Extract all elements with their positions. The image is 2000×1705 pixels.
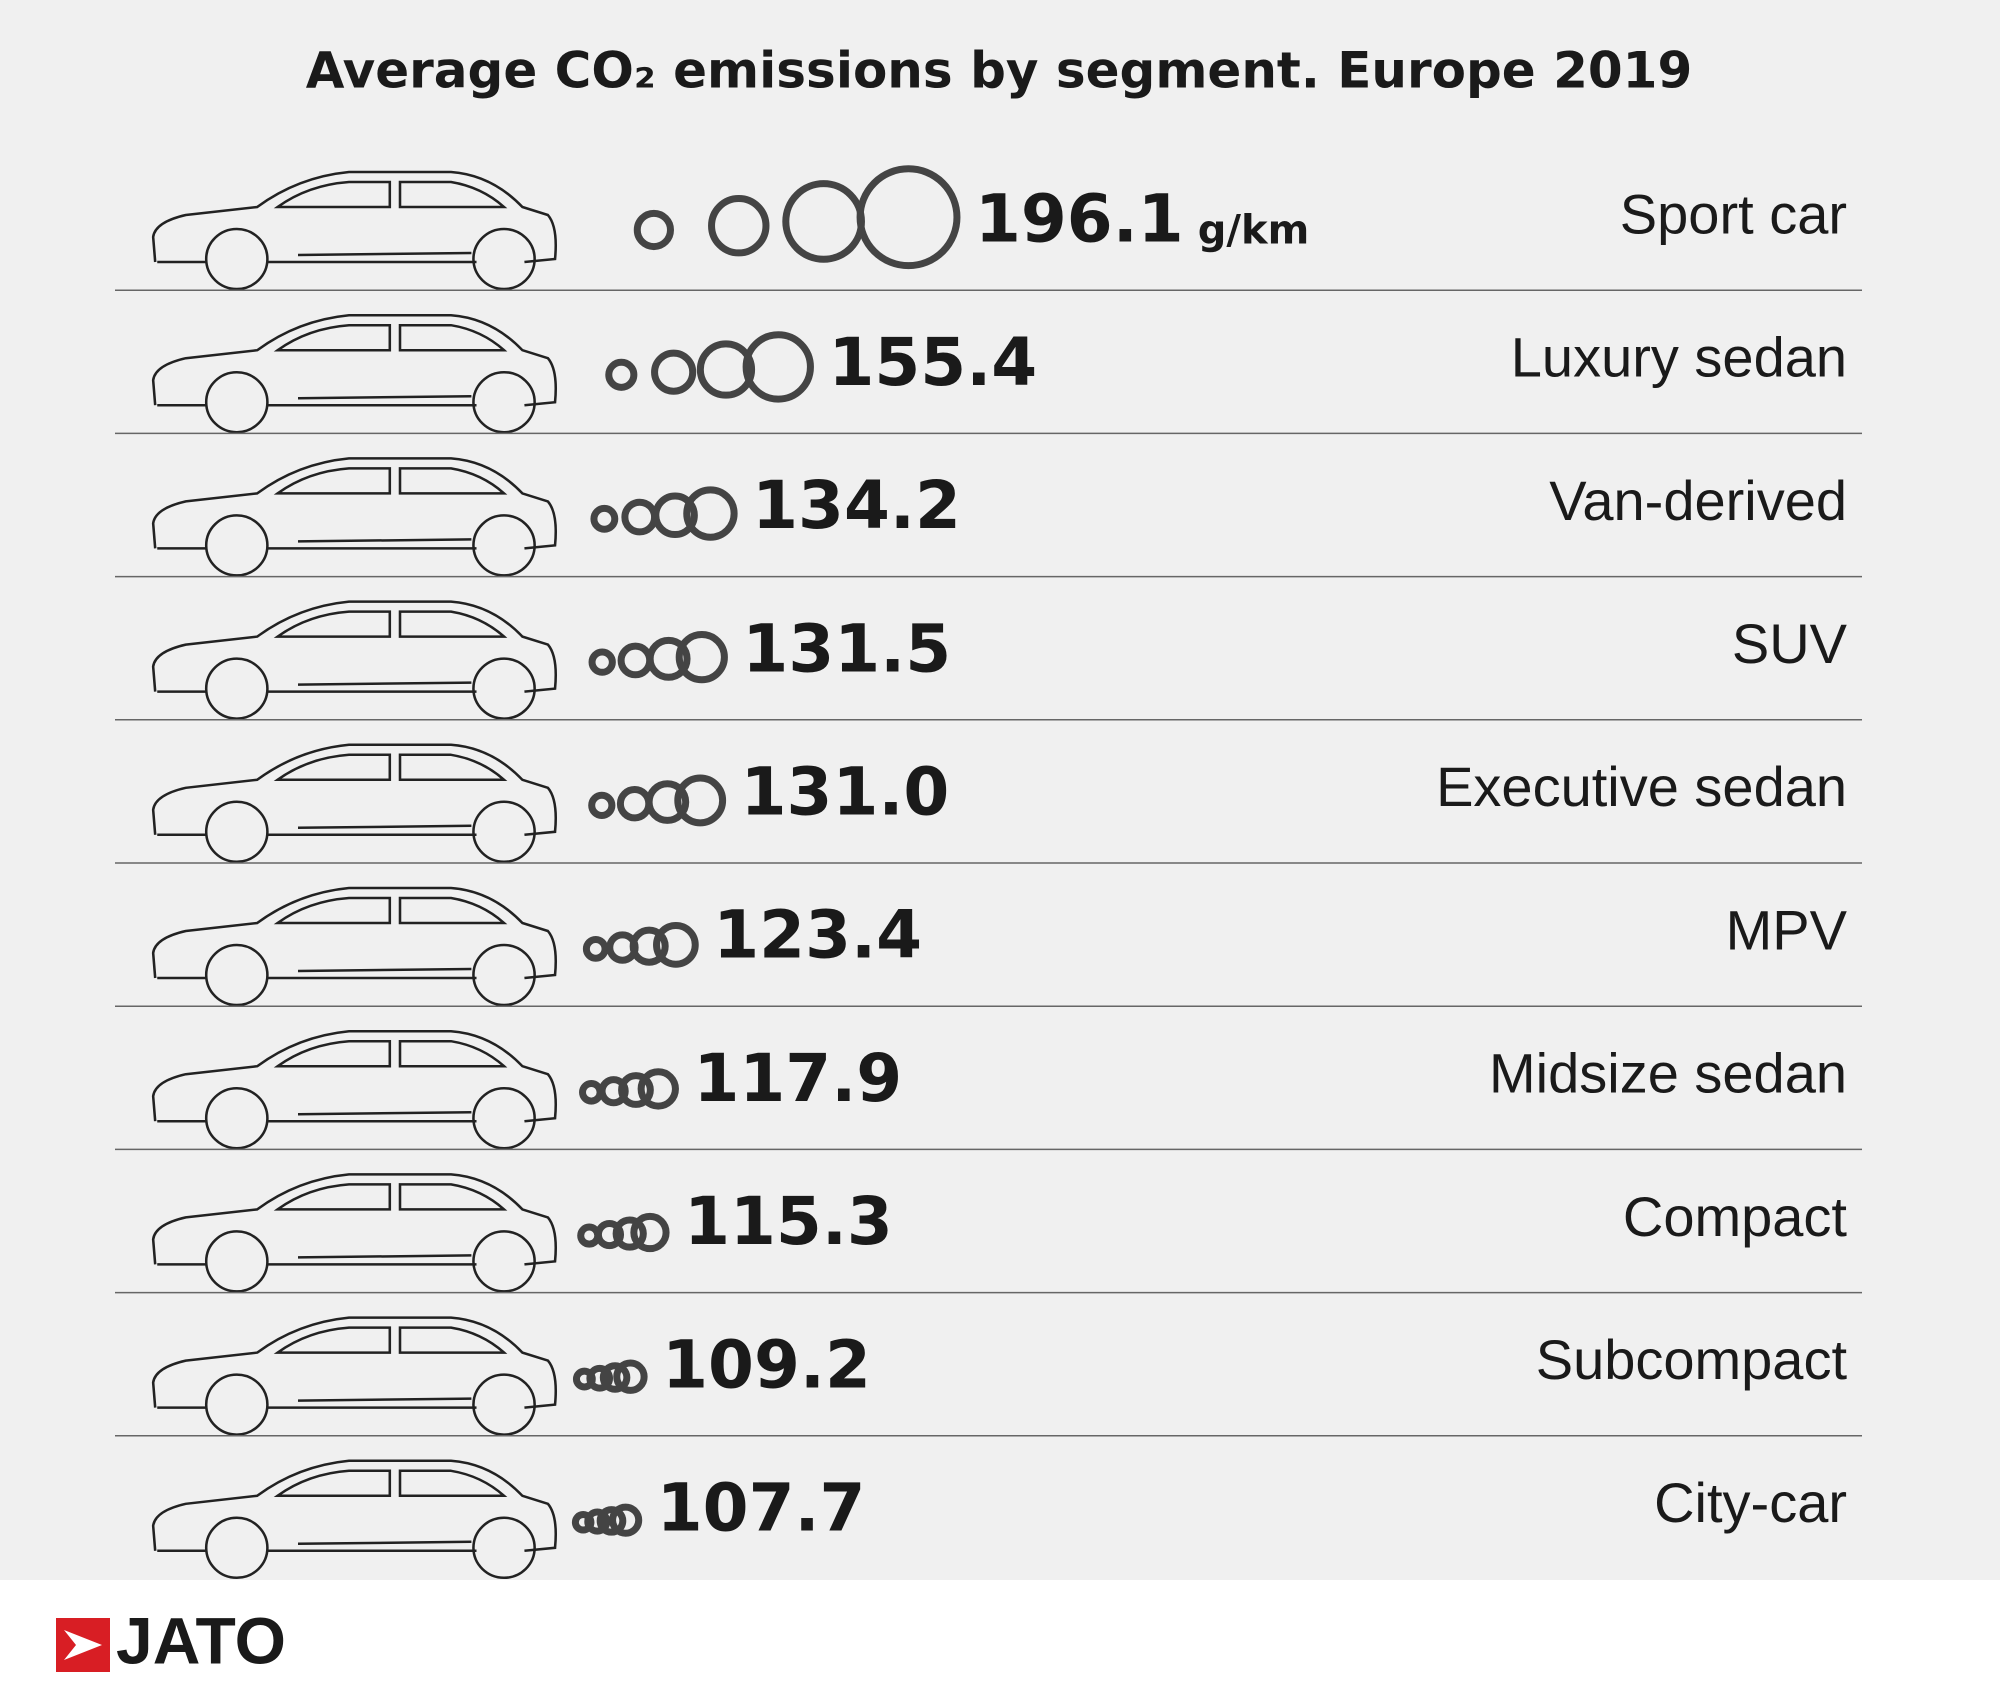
emission-clouds <box>633 165 961 270</box>
emission-clouds <box>588 631 728 684</box>
value-label: 134.2 <box>752 467 961 544</box>
value-label: 123.4 <box>713 897 922 974</box>
cloud-puff <box>630 1212 670 1253</box>
cloud-puff <box>590 504 619 533</box>
value-label: 131.5 <box>742 610 951 687</box>
cloud-puff <box>582 936 609 962</box>
cloud-puff <box>588 791 616 819</box>
category-label: MPV <box>1726 898 1848 961</box>
unit-label: g/km <box>1198 208 1310 254</box>
cloud-puff <box>613 1359 648 1394</box>
cloud-puff <box>856 165 961 270</box>
cloud-puff <box>605 358 638 391</box>
cloud-puff <box>609 1503 643 1537</box>
category-label: Luxury sedan <box>1511 326 1847 389</box>
background <box>0 0 2000 1580</box>
cloud-puff <box>629 926 669 966</box>
emission-clouds <box>605 331 814 403</box>
value-label: 109.2 <box>662 1326 871 1403</box>
cloud-puff <box>645 780 690 824</box>
category-label: Executive sedan <box>1436 755 1847 818</box>
cloud-puff <box>696 340 756 399</box>
cloud-puff <box>653 921 699 968</box>
cloud-puff <box>646 636 691 681</box>
cloud-puff <box>652 492 698 539</box>
chart-title: Average CO₂ emissions by segment. Europe… <box>306 42 1693 100</box>
value-label: 155.4 <box>828 324 1037 401</box>
cloud-puff <box>675 631 728 684</box>
category-label: SUV <box>1732 612 1848 675</box>
cloud-puff <box>674 774 727 827</box>
value-label: 131.0 <box>741 753 950 830</box>
emission-clouds <box>582 921 699 968</box>
cloud-puff <box>612 1216 647 1251</box>
cloud-puff <box>584 1508 611 1535</box>
value-label: 115.3 <box>684 1183 893 1260</box>
logo-text: JATO <box>116 1603 286 1677</box>
value-label: 117.9 <box>693 1040 902 1117</box>
cloud-puff <box>598 1076 629 1107</box>
cloud-puff <box>637 1068 679 1110</box>
emission-clouds <box>579 1068 679 1110</box>
cloud-puff <box>708 194 770 257</box>
emission-clouds <box>571 1503 643 1537</box>
emission-clouds <box>588 774 727 827</box>
cloud-puff <box>588 648 616 676</box>
cloud-puff <box>742 331 814 403</box>
cloud-puff <box>651 349 697 395</box>
cloud-puff <box>594 1220 625 1250</box>
category-label: Sport car <box>1620 182 1847 245</box>
cloud-puff <box>683 486 738 541</box>
cloud-puff <box>599 1362 631 1393</box>
cloud-puff <box>618 1072 654 1108</box>
cloud-puff <box>633 209 674 251</box>
category-label: Midsize sedan <box>1489 1042 1847 1105</box>
cloud-puff <box>596 1506 627 1536</box>
category-label: Compact <box>1623 1185 1848 1248</box>
category-label: City-car <box>1654 1471 1847 1534</box>
emission-clouds <box>590 486 738 541</box>
cloud-puff <box>586 1364 614 1392</box>
logo-arrow <box>64 1630 102 1660</box>
category-label: Van-derived <box>1549 469 1847 532</box>
value-label: 107.7 <box>657 1469 866 1546</box>
emission-clouds <box>577 1212 670 1253</box>
logo: JATO <box>56 1603 286 1677</box>
emission-clouds <box>572 1359 648 1394</box>
category-label: Subcompact <box>1536 1328 1848 1391</box>
value-label: 196.1 <box>975 181 1184 258</box>
